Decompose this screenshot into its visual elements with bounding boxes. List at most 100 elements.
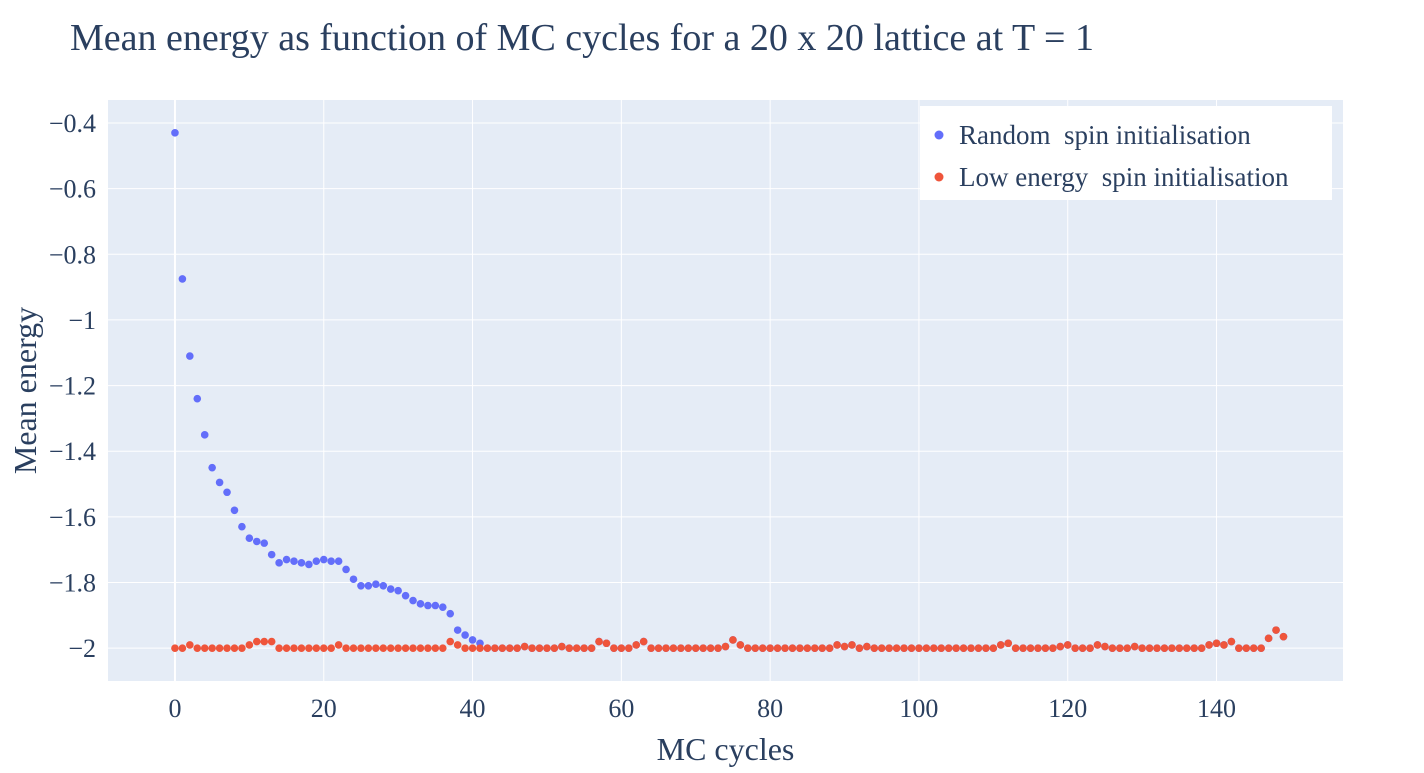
random-init-point bbox=[446, 609, 455, 618]
low-energy-init-point bbox=[528, 644, 536, 652]
random-init-point bbox=[230, 506, 239, 515]
low-energy-init-point bbox=[572, 644, 581, 652]
low-energy-init-point bbox=[803, 644, 812, 652]
low-energy-init-point bbox=[505, 644, 514, 652]
low-energy-init-point bbox=[863, 642, 871, 651]
low-energy-init-point bbox=[1264, 634, 1273, 643]
low-energy-init-point bbox=[944, 644, 953, 652]
low-energy-init-point bbox=[989, 644, 998, 652]
low-energy-init-point bbox=[401, 644, 410, 652]
low-energy-init-point bbox=[290, 644, 298, 652]
low-energy-init-point bbox=[267, 637, 276, 646]
random-init-point bbox=[171, 129, 179, 137]
low-energy-init-point bbox=[416, 644, 425, 652]
low-energy-init-point bbox=[364, 644, 373, 652]
low-energy-init-point bbox=[349, 644, 358, 652]
low-energy-init-point bbox=[967, 644, 975, 652]
low-energy-init-point bbox=[446, 637, 455, 646]
low-energy-init-point bbox=[1071, 644, 1079, 652]
low-energy-init-point bbox=[565, 644, 574, 652]
low-energy-init-point bbox=[386, 644, 395, 652]
random-init-point bbox=[379, 582, 388, 590]
legend-label-random[interactable]: Random spin initialisation bbox=[959, 120, 1251, 150]
x-tick-label: 0 bbox=[168, 694, 181, 723]
low-energy-init-point bbox=[1108, 644, 1117, 652]
low-energy-init-point bbox=[639, 637, 648, 646]
random-init-point bbox=[305, 560, 313, 569]
low-energy-init-point bbox=[491, 644, 499, 652]
low-energy-init-point bbox=[729, 636, 737, 644]
low-energy-init-point bbox=[1019, 644, 1027, 652]
low-energy-init-point bbox=[595, 637, 603, 646]
random-init-point bbox=[252, 537, 261, 546]
legend-marker-random bbox=[934, 130, 944, 140]
low-energy-init-point bbox=[223, 644, 231, 652]
low-energy-init-point bbox=[1197, 644, 1206, 652]
random-init-point bbox=[193, 394, 202, 403]
tick-labels: 0 20 40 60 80 100 120 140 −0.4 −0.6 −0.8 −1 −1.2 −1.4… bbox=[49, 109, 1236, 723]
x-tick-label: 100 bbox=[899, 694, 938, 723]
low-energy-init-point bbox=[245, 641, 254, 649]
low-energy-init-point bbox=[870, 644, 879, 652]
random-init-point bbox=[394, 586, 402, 595]
low-energy-init-point bbox=[1153, 644, 1161, 652]
legend[interactable]: Random spin initialisation Low energy sp… bbox=[920, 106, 1332, 200]
random-init-point bbox=[364, 582, 373, 590]
low-energy-init-point bbox=[550, 644, 559, 652]
random-init-point bbox=[319, 555, 328, 564]
legend-label-low-energy[interactable]: Low energy spin initialisation bbox=[959, 162, 1289, 192]
random-init-point bbox=[238, 522, 246, 531]
low-energy-init-point bbox=[230, 644, 239, 652]
low-energy-init-point bbox=[476, 644, 484, 652]
low-energy-init-point bbox=[587, 644, 596, 652]
low-energy-init-point bbox=[379, 644, 388, 652]
low-energy-init-point bbox=[796, 644, 804, 652]
low-energy-init-point bbox=[1004, 639, 1013, 648]
low-energy-init-point bbox=[885, 644, 893, 652]
low-energy-init-point bbox=[431, 644, 440, 652]
y-axis-title: Mean energy bbox=[7, 307, 43, 474]
random-init-point bbox=[297, 559, 306, 567]
low-energy-init-point bbox=[1041, 644, 1050, 652]
y-tick-label: −1.6 bbox=[49, 503, 96, 532]
y-tick-label: −1 bbox=[68, 306, 96, 335]
x-tick-label: 140 bbox=[1197, 694, 1236, 723]
y-tick-label: −1.4 bbox=[49, 437, 96, 466]
random-init-point bbox=[200, 431, 209, 439]
low-energy-init-point bbox=[498, 644, 507, 652]
low-energy-init-point bbox=[773, 644, 782, 652]
random-init-point bbox=[267, 550, 276, 559]
y-tick-label: −2 bbox=[68, 634, 96, 663]
low-energy-init-point bbox=[424, 644, 432, 652]
low-energy-init-point bbox=[684, 644, 693, 652]
low-energy-init-point bbox=[1086, 644, 1094, 652]
low-energy-init-point bbox=[319, 644, 328, 652]
low-energy-init-point bbox=[1279, 632, 1288, 641]
random-init-point bbox=[468, 636, 477, 644]
low-energy-init-point bbox=[721, 642, 730, 651]
random-init-point bbox=[260, 539, 269, 547]
low-energy-init-point bbox=[461, 644, 469, 652]
low-energy-init-point bbox=[788, 644, 797, 652]
low-energy-init-point bbox=[1220, 641, 1228, 649]
random-init-point bbox=[342, 565, 350, 574]
low-energy-init-point bbox=[617, 644, 626, 652]
low-energy-init-point bbox=[535, 644, 544, 652]
low-energy-init-point bbox=[1011, 644, 1020, 652]
low-energy-init-point bbox=[186, 641, 194, 649]
low-energy-init-point bbox=[1123, 644, 1132, 652]
random-init-point bbox=[327, 557, 335, 565]
random-init-point bbox=[223, 488, 231, 497]
low-energy-init-point bbox=[1182, 644, 1191, 652]
random-init-point bbox=[386, 585, 395, 593]
low-energy-init-point bbox=[171, 644, 179, 652]
low-energy-init-point bbox=[669, 644, 678, 652]
x-tick-label: 40 bbox=[460, 694, 486, 723]
x-tick-label: 120 bbox=[1048, 694, 1087, 723]
low-energy-init-point bbox=[662, 644, 670, 652]
low-energy-init-point bbox=[758, 644, 767, 652]
low-energy-init-point bbox=[1101, 642, 1109, 651]
y-tick-label: −0.6 bbox=[49, 175, 96, 204]
random-init-point bbox=[215, 478, 224, 487]
low-energy-init-point bbox=[714, 644, 722, 652]
